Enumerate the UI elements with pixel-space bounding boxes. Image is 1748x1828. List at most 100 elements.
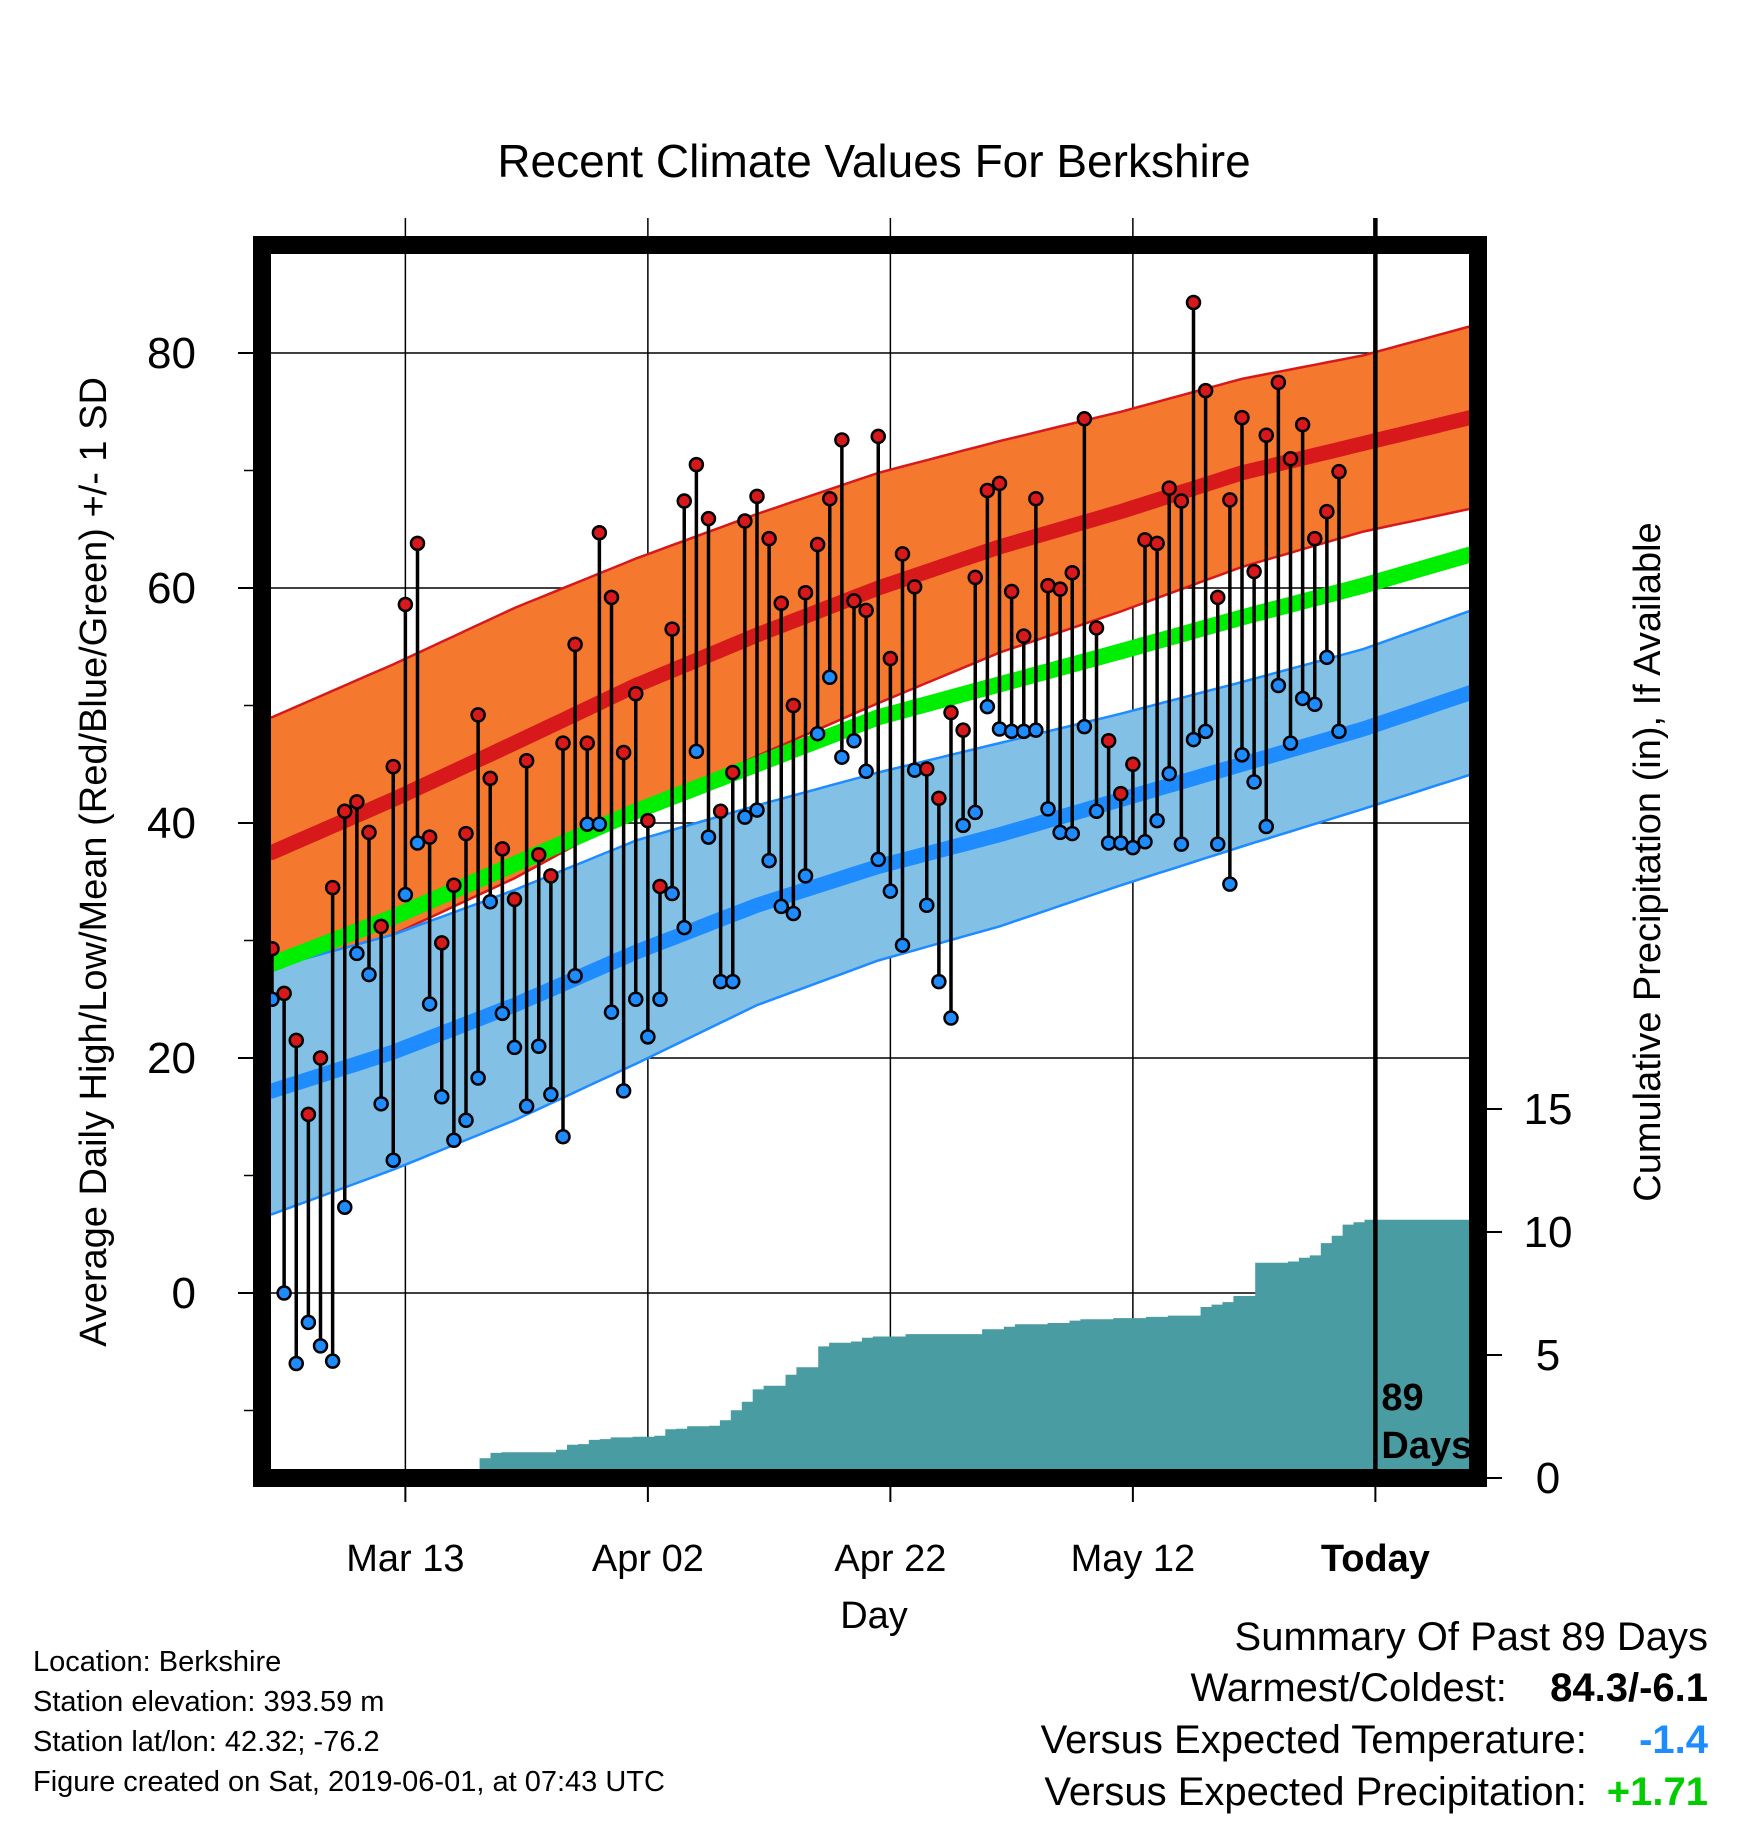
daily-high-point: [712, 803, 729, 819]
cumulative-precip-area: [272, 1219, 1478, 1478]
daily-high-point: [1052, 581, 1068, 597]
daily-high-point: [664, 621, 680, 637]
daily-low-point: [846, 733, 862, 749]
daily-high-point: [373, 918, 389, 935]
daily-low-point: [749, 802, 765, 818]
daily-high-point: [797, 584, 814, 601]
plot-area: 89 Days 0 20 40 60 80 0 5 10 15 Mar 13 Apr 02 Apr 22 M…: [147, 218, 1572, 1580]
daily-high-point: [337, 803, 353, 819]
x-tick-label: May 12: [1071, 1538, 1196, 1580]
daily-low-point: [919, 897, 935, 913]
daily-high-point: [773, 595, 789, 612]
daily-high-point: [809, 536, 826, 553]
daily-low-point: [773, 898, 789, 915]
daily-low-point: [446, 1132, 462, 1148]
daily-high-point: [1258, 427, 1274, 443]
daily-high-point: [458, 825, 474, 842]
y-tick-label: 80: [147, 329, 196, 378]
normal-high-line: [262, 407, 1478, 860]
high-sd-upper-line: [262, 322, 1478, 719]
daily-high-point: [446, 877, 462, 894]
daily-low-point: [603, 1004, 620, 1020]
daily-low-point: [870, 851, 886, 868]
x-tick-label: Today: [1321, 1538, 1430, 1580]
x-axis-label: Day: [840, 1595, 908, 1637]
daily-high-point: [276, 985, 292, 1002]
daily-low-point: [676, 919, 692, 936]
daily-high-point: [1161, 480, 1177, 496]
daily-high-point: [1319, 503, 1335, 520]
daily-low-point: [725, 973, 741, 990]
plot-frame: [253, 236, 1487, 1487]
daily-low-point: [300, 1314, 317, 1331]
daily-low-point: [785, 905, 802, 922]
daily-high-point: [1113, 785, 1129, 802]
daily-low-point: [858, 763, 874, 780]
daily-low-point: [979, 698, 996, 715]
daily-low-point: [628, 991, 644, 1007]
daily-high-point: [579, 735, 595, 751]
daily-low-point: [1161, 765, 1177, 782]
normal-mean-line: [262, 543, 1478, 972]
daily-low-point: [967, 804, 983, 821]
daily-high-point: [1100, 733, 1117, 749]
daily-low-point: [1331, 723, 1347, 740]
latlon-text: Station lat/lon: 42.32; -76.2: [33, 1726, 380, 1758]
daily-low-point: [518, 1098, 535, 1114]
daily-high-point: [1173, 493, 1190, 509]
daily-high-point: [555, 735, 571, 751]
daily-low-point: [809, 725, 826, 742]
daily-high-point: [494, 841, 511, 857]
x-tick-label: Mar 13: [346, 1538, 464, 1580]
daily-high-point: [919, 761, 935, 777]
temp-label: Versus Expected Temperature:: [1040, 1718, 1587, 1762]
daily-low-point: [494, 1005, 511, 1022]
daily-high-point: [385, 758, 401, 775]
daily-high-point: [324, 879, 341, 896]
daily-high-point: [858, 602, 874, 619]
daily-high-point: [737, 513, 753, 529]
daily-low-point: [1028, 722, 1044, 738]
temp-value: -1.4: [1639, 1718, 1708, 1762]
daily-low-point: [276, 1285, 292, 1301]
daily-high-point: [749, 488, 765, 505]
daily-high-point: [1197, 382, 1214, 399]
daily-high-point: [991, 475, 1008, 492]
daily-low-point: [1270, 677, 1287, 694]
daily-low-point: [1282, 735, 1299, 751]
daily-high-point: [700, 510, 717, 527]
daily-low-point: [1246, 774, 1262, 790]
daily-low-point: [324, 1353, 341, 1369]
today-days-unit: Days: [1381, 1425, 1472, 1467]
daily-low-point: [482, 893, 498, 910]
daily-low-point: [421, 996, 438, 1012]
daily-high-point: [591, 525, 608, 541]
daily-high-point: [725, 764, 741, 781]
daily-low-point: [1234, 747, 1250, 763]
y2-tick-label: 5: [1536, 1331, 1560, 1380]
daily-high-point: [288, 1032, 304, 1049]
daily-high-point: [1064, 564, 1080, 581]
low-sd-lower-line: [262, 770, 1478, 1216]
daily-low-point: [640, 1029, 656, 1045]
daily-high-point: [409, 535, 426, 552]
y2-tick-label: 0: [1536, 1454, 1560, 1503]
daily-high-point: [688, 456, 705, 473]
daily-low-point: [761, 852, 777, 869]
y-tick-label: 0: [172, 1269, 196, 1318]
daily-high-point: [397, 596, 414, 613]
daily-low-point: [361, 966, 377, 983]
daily-low-point: [1294, 690, 1311, 707]
daily-low-point: [1197, 723, 1214, 740]
daily-low-point: [312, 1338, 329, 1354]
daily-low-point: [1064, 825, 1080, 842]
daily-high-point: [1270, 374, 1287, 391]
daily-high-point: [1331, 463, 1347, 480]
daily-high-point: [955, 722, 971, 738]
station-info: Location: Berkshire Station elevation: 3…: [33, 1645, 665, 1799]
daily-high-point: [482, 770, 498, 787]
daily-low-point: [337, 1199, 353, 1215]
elevation-text: Station elevation: 393.59 m: [33, 1686, 385, 1718]
summary-temp: Versus Expected Temperature: -1.4: [1041, 1718, 1708, 1763]
